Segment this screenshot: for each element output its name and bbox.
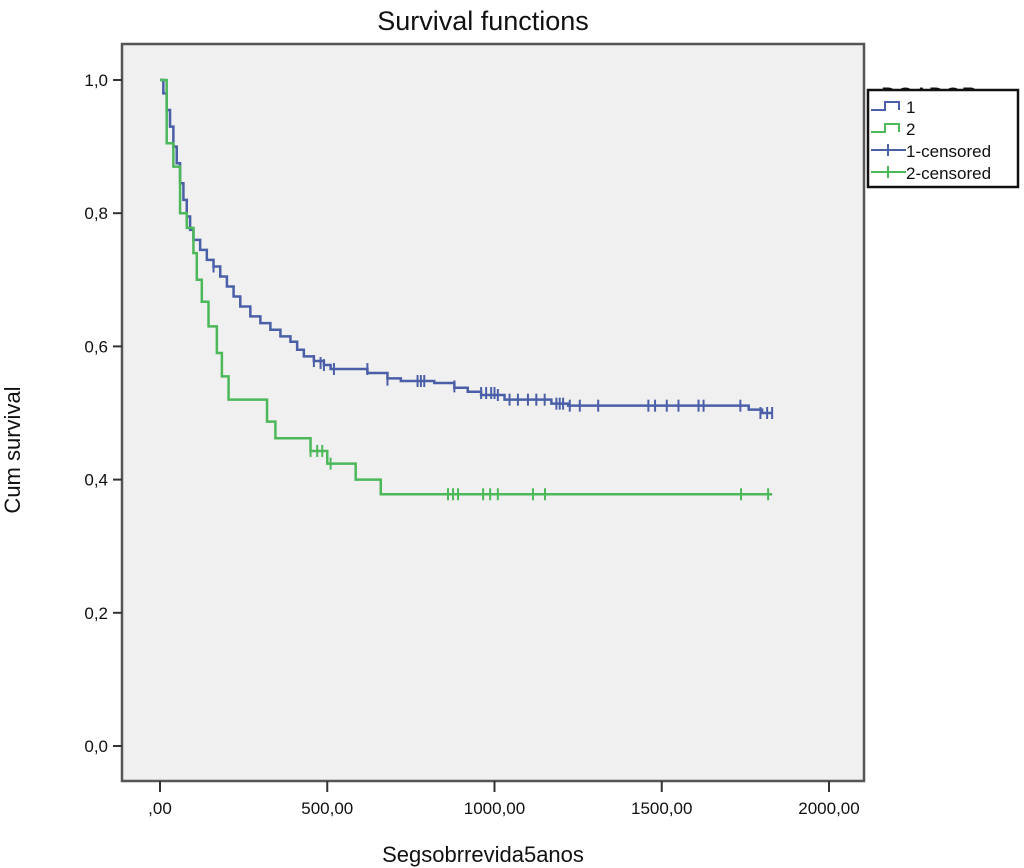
legend: 1 2 1-censored 2-censored <box>871 98 991 183</box>
legend-box <box>866 88 1020 189</box>
x-tick-label: 1000,00 <box>464 799 525 818</box>
series-group <box>160 78 774 501</box>
legend-label: 2 <box>906 120 915 139</box>
legend-label: 1-censored <box>906 142 991 161</box>
y-tick-label: 0,6 <box>84 337 108 356</box>
y-tick-label: 0,2 <box>84 604 108 623</box>
x-tick-label: ,00 <box>148 799 172 818</box>
x-axis: ,00 500,00 1000,00 1500,00 2000,00 <box>148 781 860 818</box>
x-tick-label: 500,00 <box>301 799 353 818</box>
legend-label: 1 <box>906 98 915 117</box>
legend-label: 2-censored <box>906 164 991 183</box>
chart-title: Survival functions <box>377 6 589 36</box>
y-tick-label: 0,0 <box>84 737 108 756</box>
y-tick-label: 0,4 <box>84 471 108 490</box>
x-tick-label: 1500,00 <box>631 799 692 818</box>
plot-area <box>120 42 866 783</box>
series-line-2 <box>160 78 773 496</box>
legend-step-icon <box>871 123 900 133</box>
y-axis: 0,0 0,2 0,4 0,6 0,8 1,0 <box>84 71 122 756</box>
y-tick-label: 1,0 <box>84 71 108 90</box>
x-tick-label: 2000,00 <box>798 799 859 818</box>
x-axis-label: Segsobrrevida5anos <box>382 842 584 867</box>
series-line-1 <box>160 78 773 415</box>
legend-step-icon <box>871 101 900 111</box>
y-axis-label: Cum survival <box>0 386 25 513</box>
y-tick-label: 0,8 <box>84 204 108 223</box>
